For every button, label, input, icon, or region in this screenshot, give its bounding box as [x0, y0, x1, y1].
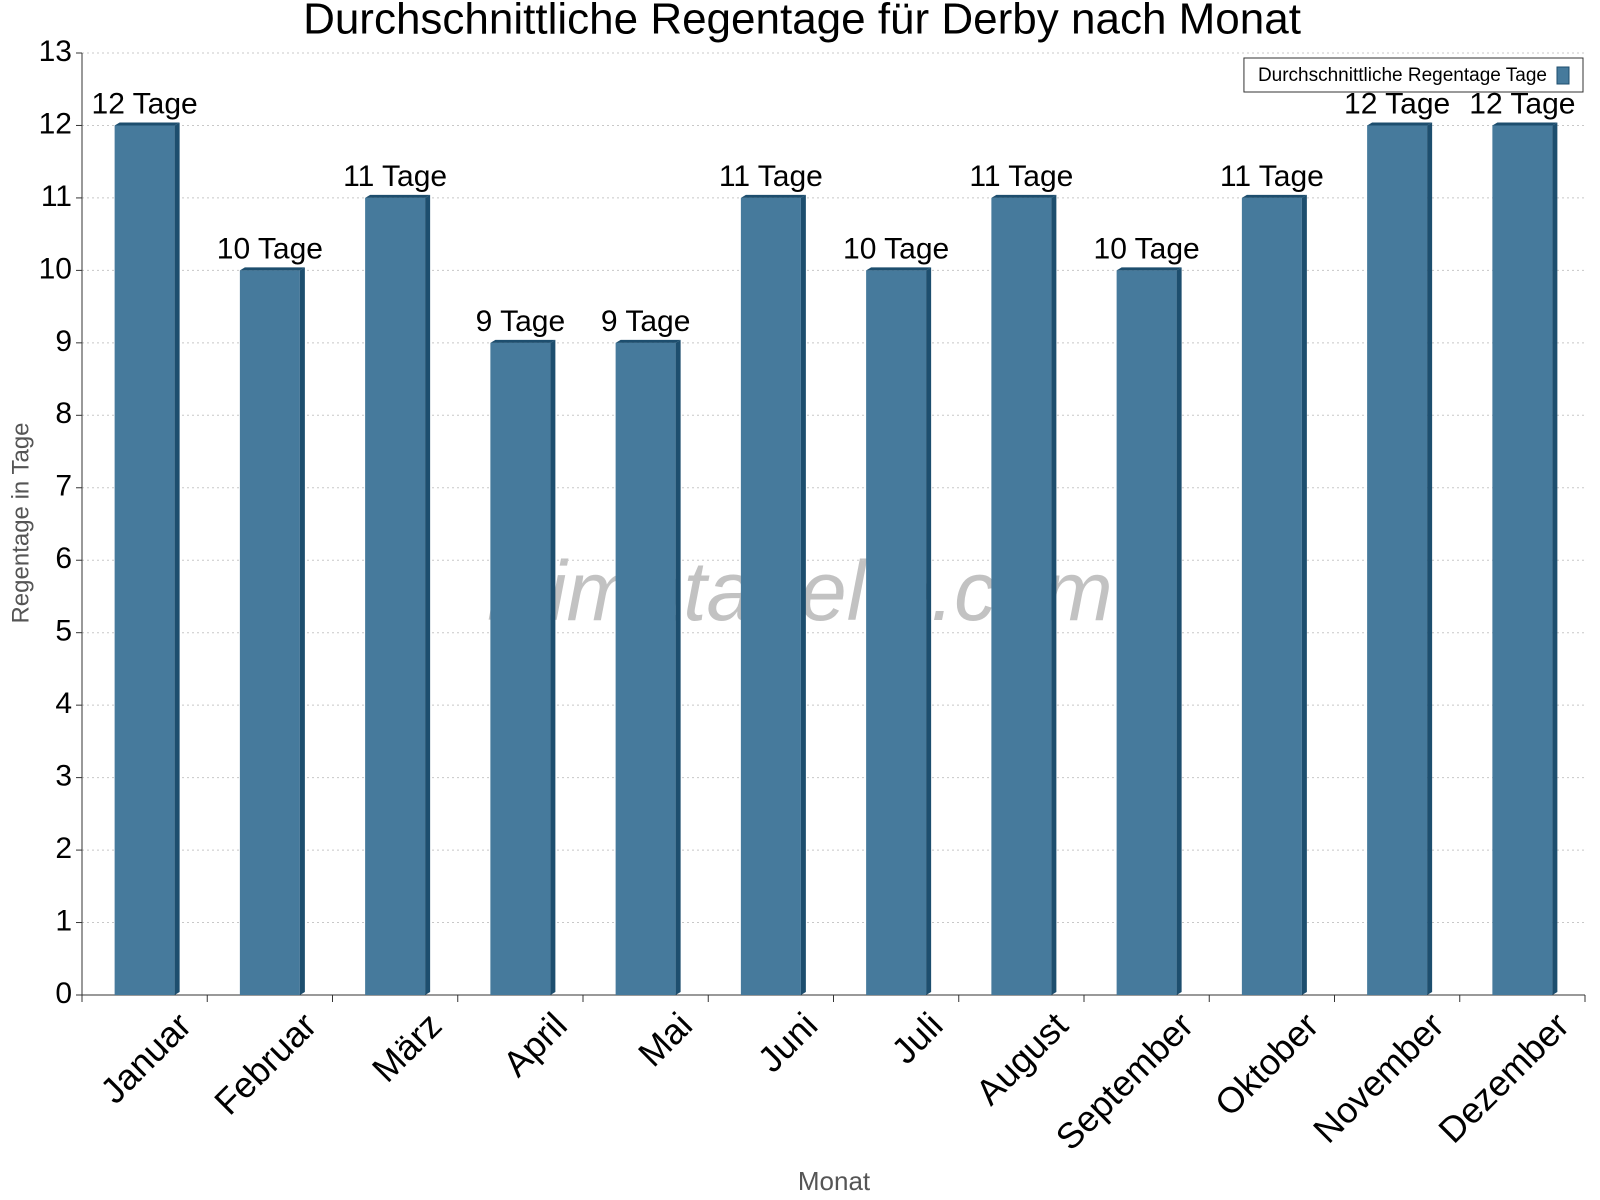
x-tick-label: Juni — [750, 1004, 826, 1080]
bar-top — [866, 267, 932, 271]
bar-top — [239, 267, 305, 271]
data-label: 11 Tage — [719, 160, 823, 193]
bar-top — [991, 194, 1057, 198]
data-label: 11 Tage — [969, 160, 1073, 193]
data-label: 10 Tage — [1094, 232, 1200, 265]
y-tick-label: 3 — [55, 760, 72, 793]
bar-top — [114, 122, 180, 126]
bar-side — [1552, 122, 1558, 995]
bar-top — [615, 339, 681, 343]
bar-group — [114, 122, 180, 995]
legend: Durchschnittliche Regentage Tage — [1243, 57, 1584, 93]
bar — [1116, 270, 1177, 995]
bar-top — [1367, 122, 1433, 126]
bar-group — [1116, 267, 1182, 995]
bar-top — [1241, 194, 1307, 198]
bar-side — [1051, 194, 1057, 995]
bar-group — [365, 194, 431, 995]
bar — [490, 342, 551, 995]
chart-title: Durchschnittliche Regentage für Derby na… — [303, 0, 1301, 44]
bar-group — [740, 194, 806, 995]
y-tick-label: 5 — [55, 615, 72, 648]
x-axis-label: Monat — [798, 1166, 871, 1196]
y-tick-label: 8 — [55, 397, 72, 430]
bar-top — [490, 339, 556, 343]
bar-group — [239, 267, 305, 995]
x-tick-label: März — [364, 1004, 450, 1090]
y-tick-label: 13 — [39, 35, 72, 68]
bar — [866, 270, 927, 995]
bar-side — [926, 267, 932, 995]
y-tick-label: 9 — [55, 325, 72, 358]
bar-side — [1301, 194, 1307, 995]
x-tick-label: Januar — [92, 1004, 199, 1111]
y-tick-label: 2 — [55, 832, 72, 865]
bar-group — [490, 339, 556, 995]
bar — [1241, 197, 1302, 995]
data-label: 9 Tage — [601, 305, 691, 338]
bar — [1492, 125, 1553, 995]
y-tick-label: 11 — [41, 180, 72, 213]
data-label: 10 Tage — [217, 232, 323, 265]
y-tick-label: 12 — [39, 107, 72, 140]
legend-swatch — [1556, 66, 1570, 85]
bar-group — [615, 339, 681, 995]
bar-top — [1492, 122, 1558, 126]
bar-side — [550, 339, 556, 995]
y-tick-label: 4 — [55, 687, 72, 720]
bar-side — [425, 194, 431, 995]
x-tick-label: Februar — [206, 1004, 324, 1122]
x-tick-label: August — [968, 1004, 1076, 1112]
bar — [114, 125, 175, 995]
legend-label: Durchschnittliche Regentage Tage — [1258, 65, 1547, 86]
data-label: 11 Tage — [1220, 160, 1324, 193]
data-label: 12 Tage — [1344, 87, 1450, 120]
y-axis-label: Regentage in Tage — [7, 422, 34, 623]
data-label: 9 Tage — [476, 305, 566, 338]
data-label: 10 Tage — [843, 232, 949, 265]
x-tick-label: Dezember — [1430, 1004, 1576, 1150]
x-tick-label: November — [1305, 1004, 1451, 1150]
bar-group — [991, 194, 1057, 995]
y-tick-label: 1 — [55, 904, 72, 937]
data-label: 11 Tage — [343, 160, 447, 193]
bar-side — [675, 339, 681, 995]
data-label: 12 Tage — [1469, 87, 1575, 120]
y-tick-label: 6 — [55, 542, 72, 575]
x-tick-label: Juli — [883, 1004, 950, 1071]
bar-group — [866, 267, 932, 995]
bar — [991, 197, 1052, 995]
bar-side — [1427, 122, 1433, 995]
x-tick-label: September — [1047, 1004, 1201, 1158]
legend-box — [1243, 57, 1584, 93]
bar — [365, 197, 426, 995]
y-tick-label: 7 — [55, 470, 72, 503]
bar-side — [174, 122, 180, 995]
bar-group — [1367, 122, 1433, 995]
x-tick-label: Oktober — [1207, 1004, 1327, 1124]
bar-side — [800, 194, 806, 995]
y-tick-label: 10 — [39, 252, 72, 285]
bar-group — [1492, 122, 1558, 995]
bar-group — [1241, 194, 1307, 995]
bar — [615, 342, 676, 995]
data-label: 12 Tage — [92, 87, 198, 120]
bar — [239, 270, 300, 995]
bar — [740, 197, 801, 995]
bar — [1367, 125, 1428, 995]
bar-top — [365, 194, 431, 198]
bar-side — [1176, 267, 1182, 995]
x-tick-label: Mai — [630, 1004, 700, 1074]
bar-top — [1116, 267, 1182, 271]
bar-side — [299, 267, 305, 995]
y-tick-label: 0 — [55, 977, 72, 1010]
bar-top — [740, 194, 806, 198]
x-tick-label: April — [495, 1004, 575, 1084]
